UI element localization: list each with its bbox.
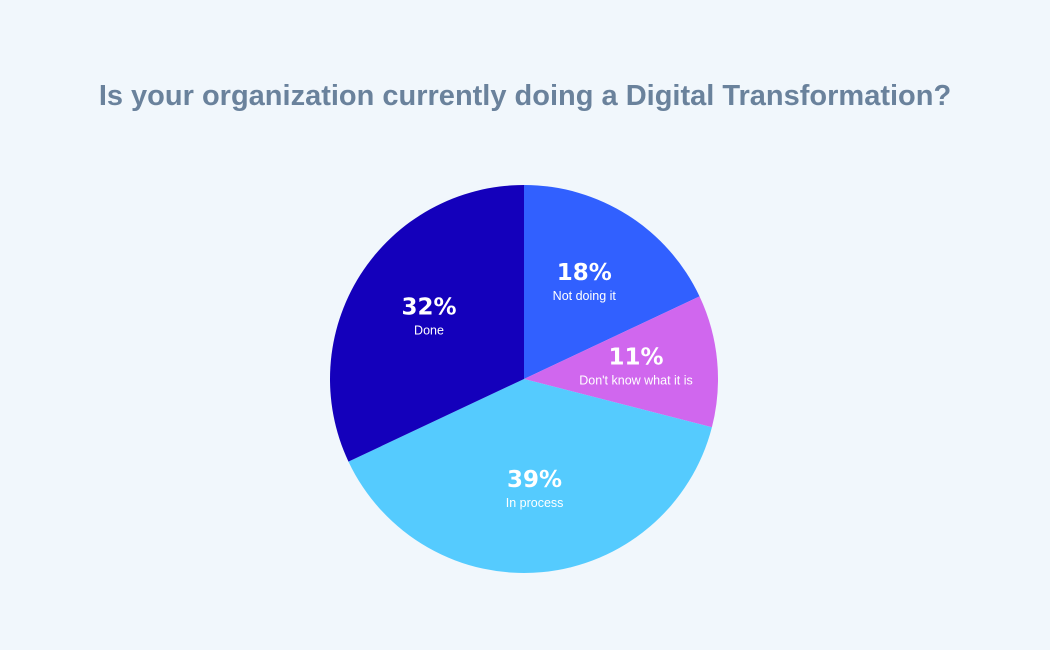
pie-slice-not-doing-it	[524, 185, 700, 379]
slice-percent-don-t-know-what-it-is: 11%	[608, 344, 663, 370]
pie-slice-don-t-know-what-it-is	[524, 296, 718, 428]
pie-slice-in-process	[348, 379, 712, 574]
pie-slice-done	[329, 185, 524, 462]
slice-percent-not-doing-it: 18%	[557, 260, 612, 286]
slice-label-not-doing-it: Not doing it	[553, 289, 617, 303]
chart-title: Is your organization currently doing a D…	[98, 80, 952, 112]
slice-label-done: Done	[414, 324, 444, 338]
slice-percent-in-process: 39%	[507, 467, 562, 493]
slice-label-don-t-know-what-it-is: Don't know what it is	[579, 373, 693, 387]
slice-label-in-process: In process	[506, 496, 564, 510]
slice-percent-done: 32%	[401, 295, 456, 321]
